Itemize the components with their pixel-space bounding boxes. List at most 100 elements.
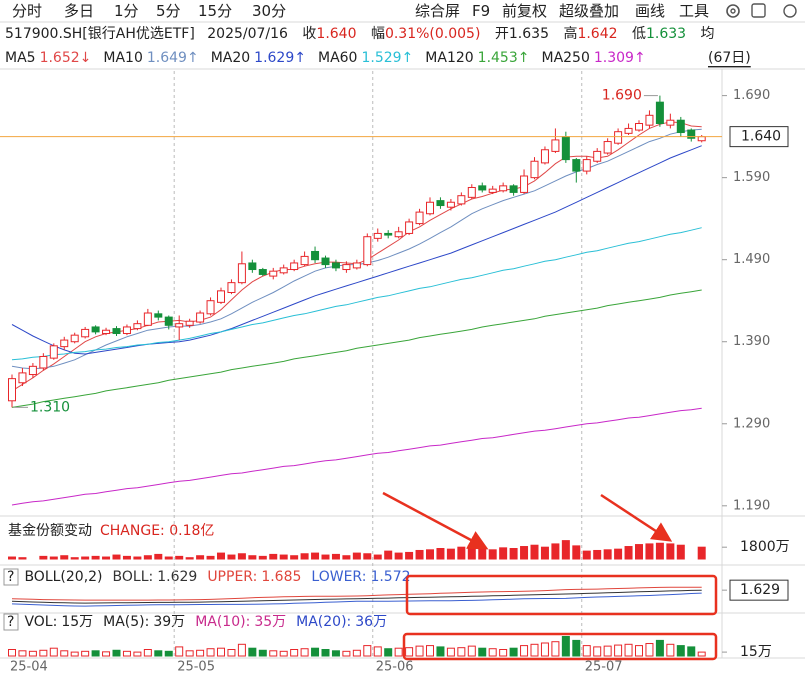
period-toolbar: 分时 多日 1分 5分 15分 30分 综合屏 F9 前复权 超级叠加 画线 工… — [12, 2, 709, 20]
bar — [164, 650, 173, 657]
candle-body — [258, 269, 267, 275]
bar — [122, 555, 131, 560]
period-tab[interactable]: 多日 — [64, 2, 94, 20]
candle-body — [363, 236, 372, 266]
y-tick-label: 1.629 — [740, 582, 780, 598]
candle-body — [112, 328, 121, 335]
candle-body — [352, 262, 361, 269]
bar — [206, 648, 215, 657]
candle-body — [164, 316, 173, 326]
bar — [8, 556, 16, 560]
candle-body — [342, 264, 351, 271]
legend-name: LOWER: — [311, 569, 366, 585]
period-tab[interactable]: 15分 — [198, 2, 232, 20]
bar — [28, 650, 37, 657]
bar — [624, 546, 633, 560]
candle-body — [300, 255, 309, 266]
settings-icon[interactable] — [726, 3, 797, 18]
bar — [269, 650, 278, 657]
candle-body — [18, 372, 27, 384]
bar — [352, 649, 361, 657]
legend-name: MA20 — [211, 50, 250, 66]
tool-button[interactable]: 前复权 — [502, 2, 547, 20]
legend-name: MA(5): — [103, 614, 149, 630]
line-series — [11, 289, 702, 408]
bar — [478, 548, 487, 560]
candle-body — [185, 320, 194, 326]
candle-body — [384, 232, 393, 236]
bar — [102, 556, 111, 560]
ma-legend: MA5 1.652↓ MA10 1.649↑ MA20 1.629↑ MA60 1.529↑ M… — [5, 50, 646, 66]
tool-button[interactable]: 工具 — [679, 2, 709, 20]
candle-body — [520, 175, 529, 193]
min-label: 1.310 — [30, 399, 70, 415]
bar — [655, 542, 664, 560]
bar — [582, 550, 591, 560]
candle-body — [154, 313, 163, 318]
help-box[interactable] — [3, 613, 19, 631]
period-tab[interactable]: 30分 — [252, 2, 286, 20]
tool-button[interactable]: 综合屏 — [415, 2, 460, 20]
period-tab[interactable]: 分时 — [12, 2, 42, 20]
last-price-label: 1.640 — [741, 129, 781, 145]
period-tab[interactable]: 5分 — [156, 2, 181, 20]
candle-body — [311, 250, 320, 261]
y-tick-label: 15万 — [740, 644, 772, 660]
bar — [384, 648, 393, 657]
bar — [446, 548, 455, 560]
legend-name: BOLL: — [113, 569, 154, 585]
x-tick-label: 25-07 — [585, 660, 623, 675]
candle-body — [373, 232, 382, 239]
bar — [572, 545, 581, 560]
candle-body — [603, 141, 612, 154]
bar — [593, 646, 602, 657]
tool-button[interactable]: 画线 — [635, 2, 665, 20]
tool-button[interactable]: F9 — [472, 2, 490, 20]
label: 低 — [632, 26, 646, 42]
bar — [509, 548, 518, 560]
panel-title: BOLL(20,2) — [24, 569, 102, 585]
panel-title: 基金份额变动 — [8, 522, 92, 539]
bar — [311, 552, 320, 560]
bar — [426, 645, 434, 657]
bar — [331, 553, 340, 560]
bar — [687, 646, 696, 657]
bar — [311, 647, 320, 657]
candle-body — [133, 323, 142, 330]
line-series — [11, 145, 702, 355]
period-tab[interactable]: 1分 — [114, 2, 139, 20]
candle-body — [39, 355, 48, 369]
help-box[interactable] — [3, 568, 19, 586]
panel-subtitle: CHANGE: 0.18亿 — [100, 523, 214, 539]
line-series — [11, 407, 702, 506]
bar — [645, 543, 654, 560]
candle-body — [279, 267, 288, 274]
candle-body — [446, 201, 455, 208]
legend-name: UPPER: — [207, 569, 257, 585]
candle-body — [478, 185, 487, 191]
legend-value: 1.309↑ — [594, 50, 646, 66]
candle-body — [102, 329, 111, 335]
tool-button[interactable]: 超级叠加 — [559, 2, 619, 20]
open: 1.635 — [509, 26, 549, 42]
bar — [415, 645, 424, 657]
bar — [164, 556, 173, 560]
bar — [614, 644, 623, 657]
line-series — [11, 227, 702, 361]
candle-body — [91, 326, 100, 333]
candle-body — [488, 188, 497, 193]
legend-value: 1.453↑ — [478, 50, 530, 66]
bar — [227, 554, 236, 560]
price-box — [729, 126, 789, 148]
high: 1.642 — [577, 26, 617, 42]
bar — [290, 555, 299, 560]
candle-body — [81, 328, 90, 338]
period-count[interactable]: (67日) — [708, 50, 751, 66]
candle-body — [467, 186, 476, 198]
annotation-marks — [382, 491, 718, 661]
bar — [91, 650, 100, 657]
bar — [436, 646, 445, 657]
bar — [530, 544, 539, 560]
close: 1.640 — [316, 26, 356, 42]
